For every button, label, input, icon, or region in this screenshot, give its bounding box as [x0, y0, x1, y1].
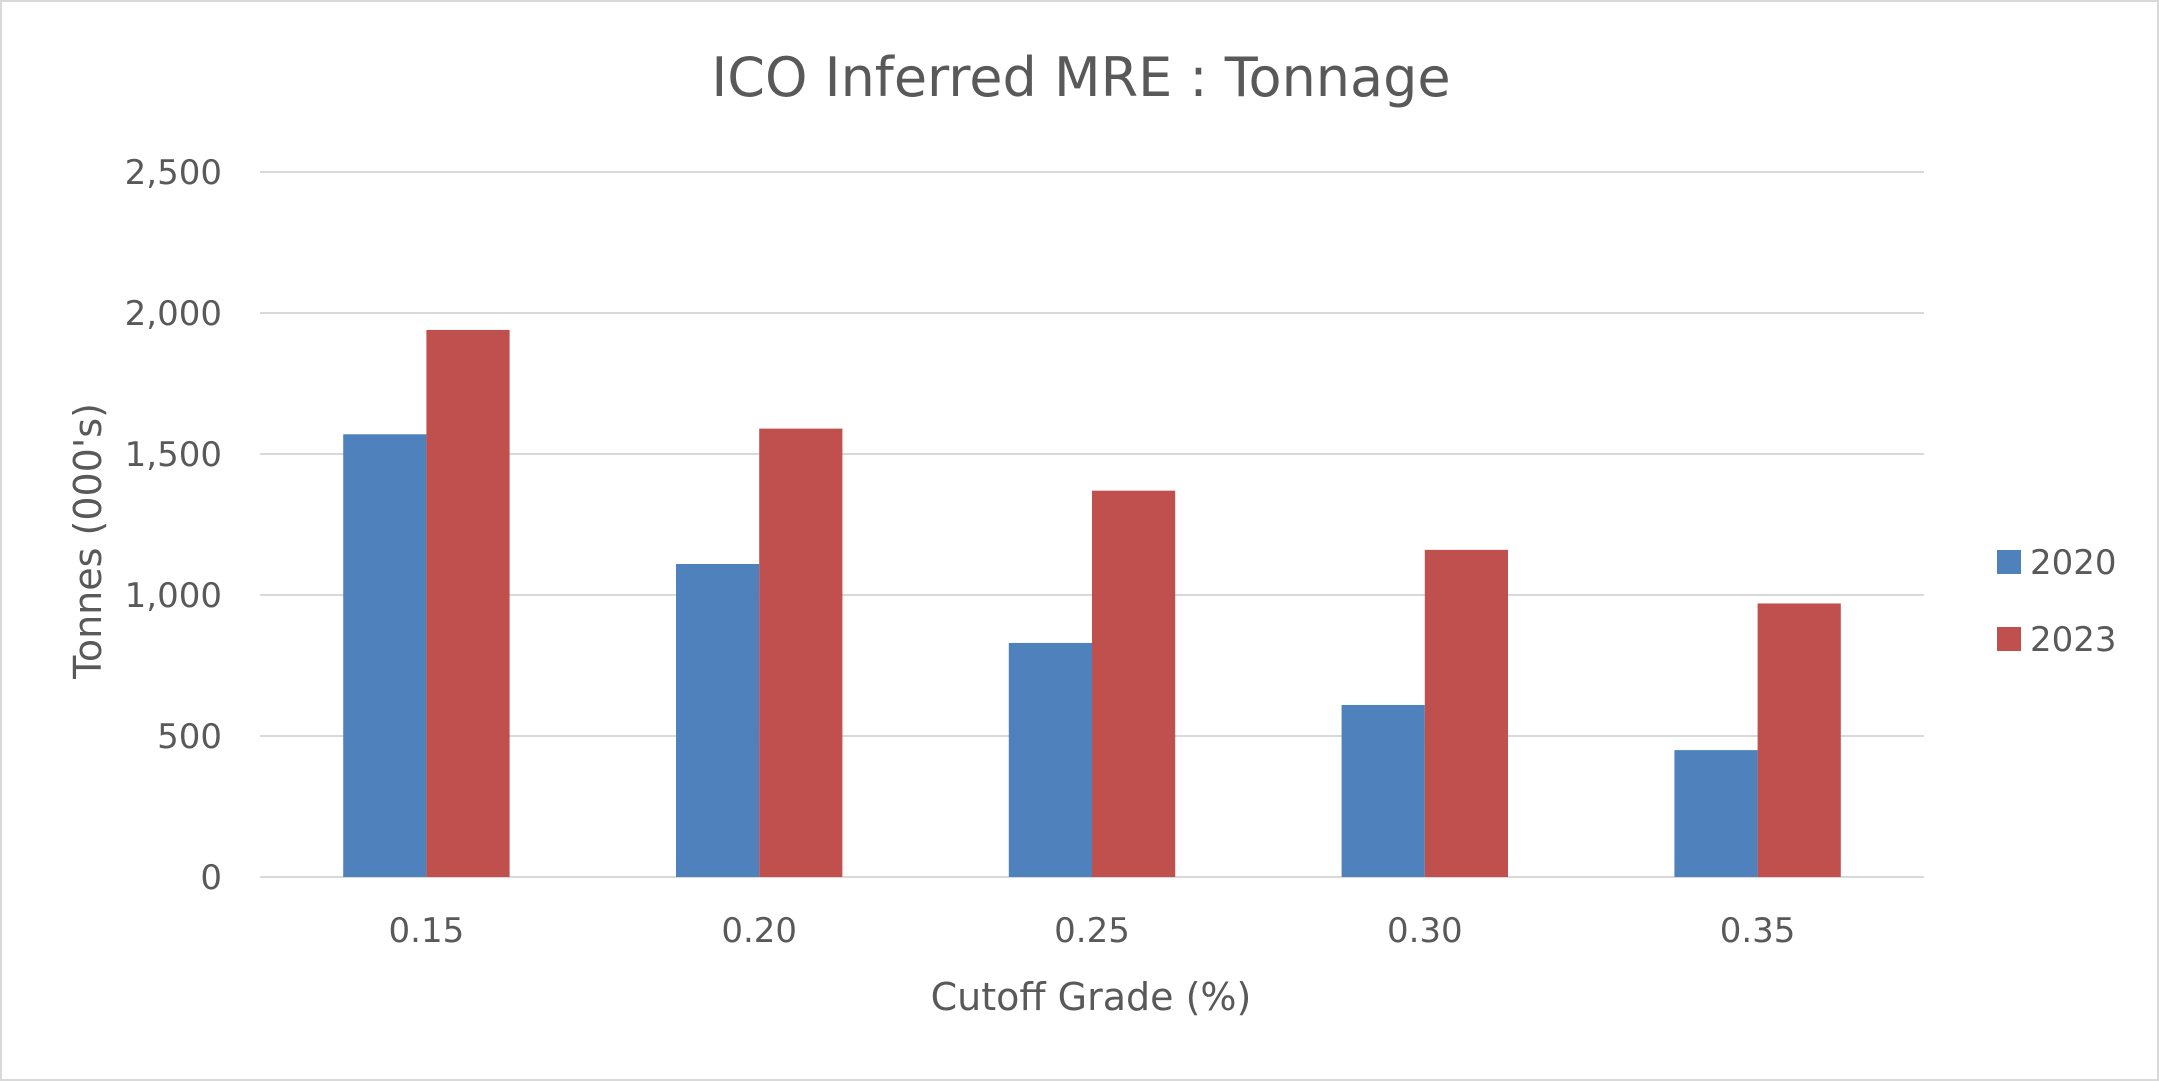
- y-tick-label: 2,500: [125, 153, 222, 193]
- x-tick-label: 0.20: [721, 911, 797, 951]
- gridlines: [260, 171, 1924, 737]
- y-tick-label: 500: [157, 717, 222, 757]
- bar-2020-0.35[interactable]: [1674, 750, 1758, 877]
- x-tick-label: 0.15: [389, 911, 465, 951]
- bar-2023-0.30[interactable]: [1424, 549, 1508, 877]
- y-tick-label: 1,000: [125, 576, 222, 616]
- y-tick-label: 0: [200, 858, 222, 898]
- bar-2023-0.15[interactable]: [426, 329, 510, 877]
- bar-2023-0.20[interactable]: [759, 428, 843, 877]
- legend-swatch-2023: [1997, 627, 2021, 651]
- x-axis-ticks: 0.15 0.20 0.25 0.30 0.35: [389, 911, 1796, 951]
- y-tick-label: 1,500: [125, 435, 222, 475]
- legend-swatch-2020: [1997, 550, 2021, 574]
- y-axis-ticks: 0 500 1,000 1,500 2,000 2,500: [125, 153, 222, 898]
- x-tick-label: 0.30: [1387, 911, 1463, 951]
- bar-2020-0.15[interactable]: [343, 434, 427, 877]
- legend-label-2020: 2020: [2030, 543, 2117, 583]
- x-tick-label: 0.25: [1054, 911, 1130, 951]
- chart-title: ICO Inferred MRE : Tonnage: [711, 46, 1450, 109]
- legend-label-2023: 2023: [2030, 620, 2117, 660]
- y-tick-label: 2,000: [125, 294, 222, 334]
- x-tick-label: 0.35: [1720, 911, 1796, 951]
- x-axis-title: Cutoff Grade (%): [931, 975, 1252, 1019]
- bar-2020-0.25[interactable]: [1008, 642, 1092, 877]
- bar-2020-0.20[interactable]: [676, 563, 760, 877]
- bar-2020-0.30[interactable]: [1341, 704, 1425, 877]
- bar-2023-0.25[interactable]: [1092, 490, 1176, 877]
- bar-2023-0.35[interactable]: [1757, 603, 1841, 877]
- legend[interactable]: 2020 2023: [1997, 543, 2117, 660]
- y-axis-title: Tonnes (000's): [66, 403, 110, 680]
- bars: [343, 329, 1841, 877]
